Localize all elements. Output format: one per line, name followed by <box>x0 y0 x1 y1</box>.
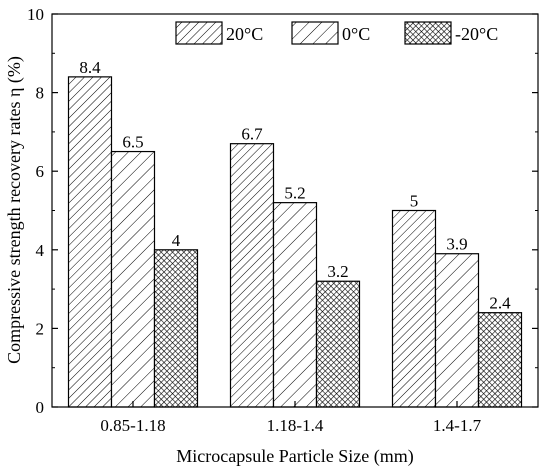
legend-swatch-2 <box>291 21 339 45</box>
y-tick-label: 6 <box>36 162 45 181</box>
data-label-3-2: 3.2 <box>327 262 348 281</box>
legend-label-3: -20°C <box>455 24 498 44</box>
data-label-1-3: 5 <box>410 192 419 211</box>
bar-1-2 <box>229 143 275 408</box>
data-label-2-1: 6.5 <box>122 133 143 152</box>
bar-3-2 <box>315 280 361 408</box>
bar-1-3 <box>391 209 437 408</box>
bar-3-1 <box>153 249 199 408</box>
bar-3-3 <box>477 312 523 408</box>
data-label-1-1: 8.4 <box>79 58 101 77</box>
x-axis: 0.85-1.18 1.18-1.4 1.4-1.7 <box>100 401 482 435</box>
bars-group <box>67 76 523 408</box>
bar-2-1 <box>110 150 156 408</box>
legend: 20°C 0°C -20°C <box>175 21 498 45</box>
x-tick-label: 1.4-1.7 <box>433 416 482 435</box>
bar-2-3 <box>434 253 480 408</box>
x-tick-label: 1.18-1.4 <box>267 416 324 435</box>
legend-label-2: 0°C <box>342 24 370 44</box>
y-tick-label: 4 <box>36 241 45 260</box>
x-tick-label: 0.85-1.18 <box>100 416 165 435</box>
bar-2-2 <box>272 202 318 408</box>
y-tick-label: 0 <box>36 398 45 417</box>
y-tick-label: 2 <box>36 319 45 338</box>
y-tick-label: 8 <box>36 84 45 103</box>
x-axis-title: Microcapsule Particle Size (mm) <box>176 446 413 467</box>
legend-label-1: 20°C <box>226 24 263 44</box>
legend-swatch-3 <box>404 21 452 45</box>
y-axis-title: Compressive strength recovery rates η (%… <box>4 56 25 364</box>
y-tick-label: 10 <box>27 5 44 24</box>
data-label-2-3: 3.9 <box>446 235 467 254</box>
data-label-3-1: 4 <box>172 231 181 250</box>
data-labels-group: 8.4 6.5 4 6.7 5.2 3.2 5 3.9 2.4 <box>79 58 511 313</box>
bar-1-1 <box>67 76 113 408</box>
legend-swatch-1 <box>175 21 223 45</box>
y-axis: 0 2 4 6 8 10 <box>27 5 538 417</box>
data-label-1-2: 6.7 <box>241 125 263 144</box>
data-label-3-3: 2.4 <box>489 294 511 313</box>
data-label-2-2: 5.2 <box>284 184 305 203</box>
